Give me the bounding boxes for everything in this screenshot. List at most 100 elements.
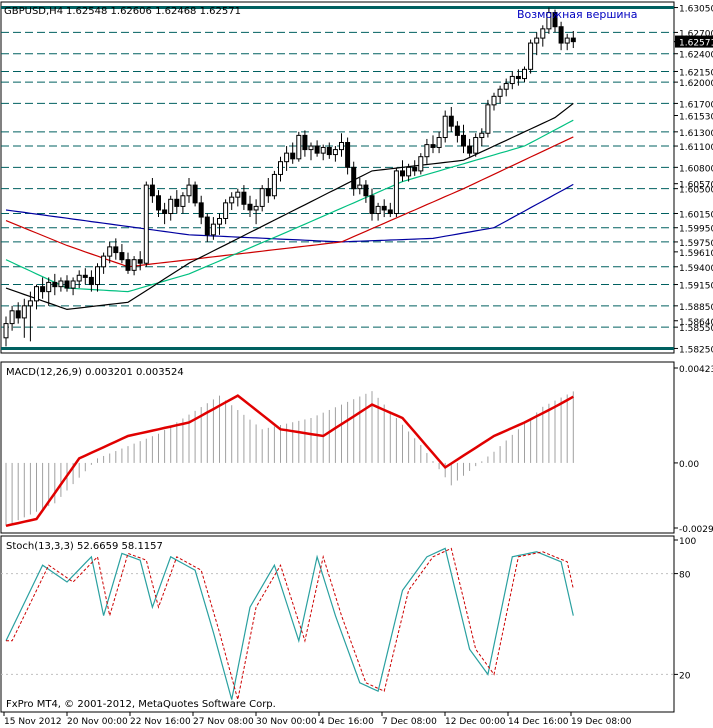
price-label: 1.62150 xyxy=(679,68,713,78)
stoch-title: Stoch(13,3,3) 52.6659 58.1157 xyxy=(6,541,163,552)
candle-body xyxy=(473,137,479,154)
candle-body xyxy=(509,75,515,85)
macd-frame xyxy=(0,361,675,534)
candle-body xyxy=(131,259,137,271)
candle-body xyxy=(369,195,375,215)
price-label: 1.61700 xyxy=(679,100,713,110)
candle-body xyxy=(21,305,27,319)
candle-body xyxy=(82,274,88,278)
candle-body xyxy=(278,161,283,175)
candle-body xyxy=(149,184,155,197)
price-label: 1.63050 xyxy=(679,5,713,15)
candle-body xyxy=(162,209,168,215)
current-price-box xyxy=(675,35,713,48)
price-label: 1.59750 xyxy=(679,239,713,249)
candle-body xyxy=(198,202,204,218)
candle-body xyxy=(522,68,527,80)
candle-body xyxy=(314,145,320,154)
candle-body xyxy=(284,152,290,163)
price-label: 1.61100 xyxy=(679,143,713,153)
candle-body xyxy=(406,166,412,177)
price-label: 1.62000 xyxy=(679,79,713,89)
candle-body xyxy=(326,146,332,156)
candle-body xyxy=(320,146,326,154)
price-label: 1.60500 xyxy=(679,186,713,196)
candle-body xyxy=(9,310,15,325)
price-label: 1.59950 xyxy=(679,225,713,235)
candle-body xyxy=(125,259,131,271)
time-axis: 15 Nov 2012 20 Nov 00:00 22 Nov 16:00 27 No… xyxy=(3,712,632,727)
candle-body xyxy=(570,37,576,43)
candle-body xyxy=(302,134,308,151)
candle-body xyxy=(485,104,491,134)
candle-body xyxy=(515,75,521,80)
candle-body xyxy=(357,184,363,190)
stoch-axis: 100 80 20 xyxy=(674,537,696,681)
candle-body xyxy=(247,203,253,211)
moving-averages xyxy=(5,102,574,311)
stoch-tick-label: 20 xyxy=(679,671,691,681)
ma-line xyxy=(5,119,574,293)
candle-body xyxy=(186,184,192,197)
candle-body xyxy=(454,125,460,136)
candle-body xyxy=(265,188,271,197)
stoch-main-line xyxy=(5,547,574,700)
candle-body xyxy=(229,196,235,204)
time-label: 12 Dec 00:00 xyxy=(445,717,506,727)
candle-body xyxy=(271,173,277,197)
candle-body xyxy=(76,274,82,282)
candle-body xyxy=(442,115,448,139)
price-label: 1.58850 xyxy=(679,303,713,313)
candle-body xyxy=(564,37,570,44)
candle-body xyxy=(540,28,546,39)
candle-body xyxy=(296,134,302,160)
candles xyxy=(3,7,576,347)
macd-histogram xyxy=(5,391,574,526)
price-label: 1.60570 xyxy=(679,181,713,191)
stoch-frame xyxy=(0,535,675,713)
time-label: 19 Dec 08:00 xyxy=(571,717,632,727)
macd-tick-label: 0.00423 xyxy=(679,365,713,375)
candle-body xyxy=(168,198,174,215)
candle-body xyxy=(418,156,424,172)
time-label: 20 Nov 00:00 xyxy=(67,717,128,727)
candle-body xyxy=(113,246,119,254)
price-label: 1.58550 xyxy=(679,324,713,334)
ma-line xyxy=(5,183,574,243)
candle-body xyxy=(52,281,58,288)
macd-axis: 0.00423 0.00 -0.00290 xyxy=(674,365,713,535)
candle-body xyxy=(192,184,198,204)
candle-body xyxy=(58,280,64,288)
candle-body xyxy=(448,115,454,127)
candle-body xyxy=(119,252,125,261)
macd-signal-line xyxy=(5,394,574,528)
candle-body xyxy=(375,205,381,215)
candle-body xyxy=(143,184,149,264)
symbol-label: GBPUSD,H4 xyxy=(4,6,63,17)
candle-body xyxy=(107,246,113,257)
candle-body xyxy=(363,184,369,197)
price-frame xyxy=(0,1,675,354)
time-label: 22 Nov 16:00 xyxy=(130,717,191,727)
candle-body xyxy=(308,145,314,151)
candle-body xyxy=(217,217,222,225)
stoch-tick-label: 80 xyxy=(679,571,691,581)
macd-signal-path xyxy=(5,394,574,528)
candle-body xyxy=(534,37,540,44)
candle-body xyxy=(241,191,247,205)
candle-body xyxy=(546,12,552,30)
candle-body xyxy=(339,141,344,151)
macd-panel: 0.00423 0.00 -0.00290 MACD(12,26,9) 0.0032… xyxy=(0,361,713,535)
price-label: 1.62700 xyxy=(679,29,713,39)
candle-body xyxy=(497,88,503,97)
candle-body xyxy=(332,149,338,156)
candle-body xyxy=(46,281,52,293)
price-label: 1.59610 xyxy=(679,249,713,259)
candle-body xyxy=(387,209,393,215)
candle-body xyxy=(210,223,216,236)
time-label: 7 Dec 08:00 xyxy=(382,717,437,727)
candle-body xyxy=(204,216,210,236)
candle-body xyxy=(552,12,558,28)
time-label: 14 Dec 16:00 xyxy=(508,717,569,727)
